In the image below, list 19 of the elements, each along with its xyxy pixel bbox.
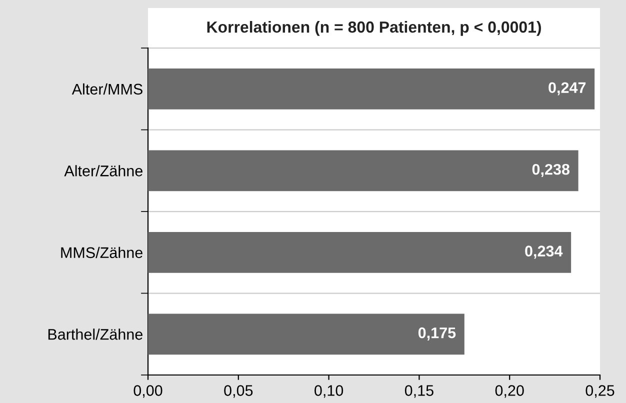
x-tick-label: 0,20	[495, 385, 524, 398]
bar	[148, 150, 578, 192]
x-tick-label: 0,05	[224, 385, 253, 398]
x-tick-label: 0,25	[586, 385, 614, 398]
y-tick-label: Barthel/Zähne	[48, 328, 142, 340]
x-tick-label: 0,10	[314, 385, 344, 398]
data-label: 0,238	[532, 164, 570, 177]
data-label: 0,247	[548, 82, 586, 96]
data-label: 0,175	[418, 327, 456, 340]
data-label: 0,234	[525, 246, 563, 259]
text: Korrelationen (n = 800 Patienten, p < 0,0001)	[207, 20, 541, 36]
bar	[148, 314, 464, 355]
x-tick-label: 0,00	[134, 385, 162, 398]
y-tick-label: MMS/Zähne	[61, 246, 142, 258]
y-tick-label: Alter/Zähne	[64, 165, 142, 176]
y-tick-label: Alter/MMS	[72, 83, 142, 95]
x-tick-label: 0,15	[404, 385, 434, 398]
bar	[148, 232, 572, 273]
bar	[148, 68, 595, 110]
